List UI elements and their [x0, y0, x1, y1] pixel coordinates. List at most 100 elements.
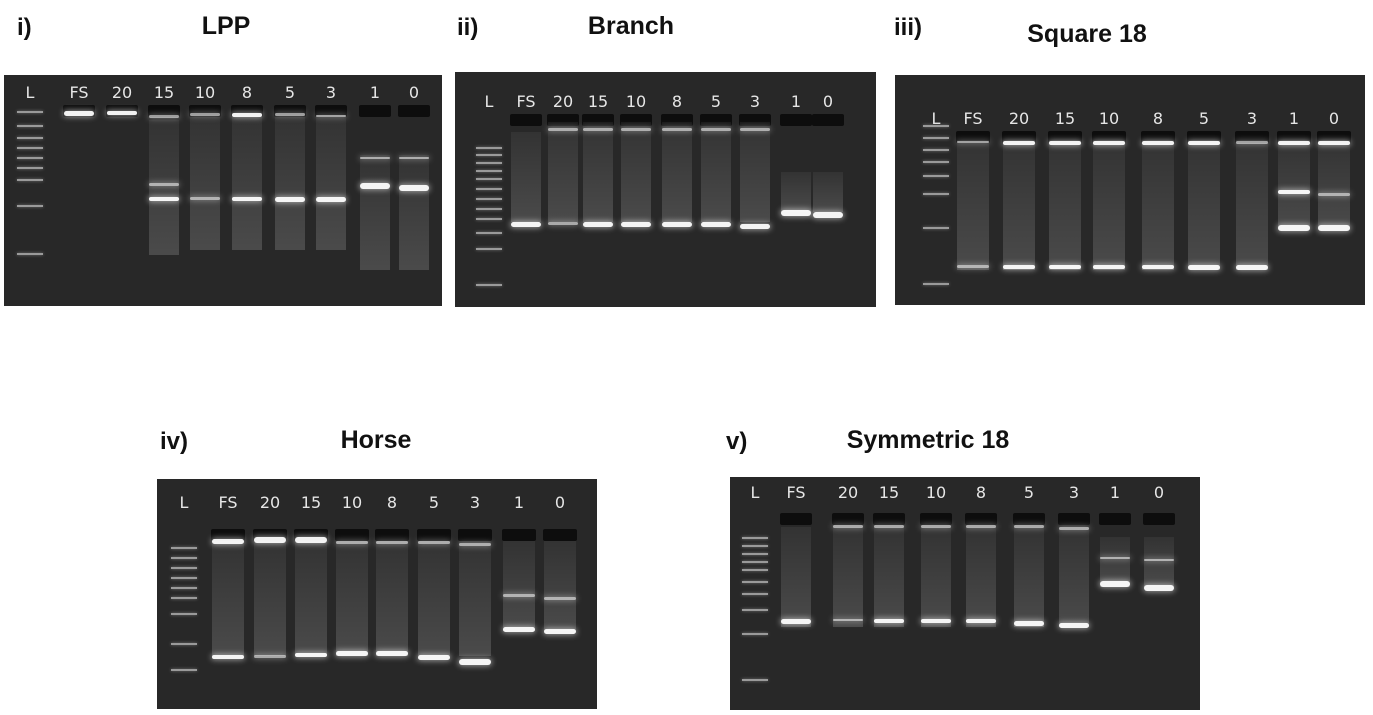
lane-label: 3: [749, 92, 761, 111]
gel-band: [548, 128, 578, 131]
lane-smear: [921, 527, 951, 627]
lane-smear: [1142, 140, 1174, 270]
panel-title-iv: Horse: [340, 426, 412, 454]
gel-band: [874, 525, 904, 528]
lane-smear: [360, 155, 390, 270]
lane-label: 5: [1198, 109, 1210, 128]
ladder-band: [923, 137, 949, 139]
gel-well: [335, 529, 369, 541]
gel-well: [1048, 131, 1082, 143]
gel-band: [662, 128, 692, 131]
lane-label: 20: [1008, 109, 1030, 128]
gel-band: [1278, 190, 1310, 194]
gel-band: [966, 525, 996, 528]
gel-band: [459, 659, 491, 665]
gel-band: [149, 183, 179, 186]
gel-band: [1278, 225, 1310, 231]
gel-well: [1277, 131, 1311, 143]
gel-band: [503, 594, 535, 597]
gel-band: [1100, 557, 1130, 559]
gel-band: [621, 222, 651, 227]
lane-label: 8: [241, 83, 253, 102]
gel-band: [418, 655, 450, 660]
gel-band: [701, 128, 731, 131]
lane-label: 15: [587, 92, 609, 111]
gel-well: [1235, 131, 1269, 143]
ladder-band: [742, 679, 768, 681]
gel-band: [376, 651, 408, 656]
gel-band: [1003, 141, 1035, 145]
gel-band: [813, 212, 843, 218]
gel-band: [781, 210, 811, 216]
ladder-band: [476, 178, 502, 180]
lane-label: 0: [554, 493, 566, 512]
lane-smear: [295, 541, 327, 656]
gel-band: [503, 627, 535, 632]
lane-smear: [621, 122, 651, 222]
gel-band: [781, 619, 811, 624]
lane-smear: [1014, 527, 1044, 627]
ladder-band: [171, 547, 197, 549]
panel-title-ii: Branch: [587, 12, 675, 40]
gel-band: [295, 653, 327, 657]
gel-band: [275, 197, 305, 202]
lane-label: FS: [963, 109, 983, 128]
gel-band: [1318, 141, 1350, 145]
gel-band: [360, 183, 390, 189]
gel-band: [921, 525, 951, 528]
gel-well: [832, 513, 864, 525]
lane-label: 5: [1023, 483, 1035, 502]
ladder-band: [171, 643, 197, 645]
ladder-band: [923, 227, 949, 229]
gel-band: [874, 619, 904, 623]
gel-band: [336, 541, 368, 544]
lane-label: FS: [786, 483, 806, 502]
gel-band: [583, 128, 613, 131]
lane-smear: [212, 541, 244, 656]
lane-smear: [957, 140, 989, 270]
gel-band: [1144, 559, 1174, 561]
lane-label: 15: [878, 483, 900, 502]
gel-well: [510, 114, 542, 126]
lane-smear: [874, 527, 904, 627]
gel-band: [1014, 525, 1044, 528]
ladder-band: [742, 537, 768, 539]
lane-label: 10: [341, 493, 363, 512]
lane-smear: [1236, 140, 1268, 270]
lane-smear: [336, 541, 368, 656]
ladder-band: [476, 218, 502, 220]
ladder-band: [476, 248, 502, 250]
gel-band: [459, 543, 491, 546]
lane-smear: [662, 122, 692, 222]
gel-image-branch: L FS 20 15 10 8 5 3 1 0: [455, 72, 876, 307]
lane-smear: [966, 527, 996, 627]
lane-smear: [1093, 140, 1125, 270]
gel-band: [316, 115, 346, 117]
gel-band: [316, 197, 346, 202]
gel-band: [295, 537, 327, 543]
lane-label: 3: [1246, 109, 1258, 128]
gel-well: [661, 114, 693, 126]
lane-smear: [376, 541, 408, 656]
lane-label: 15: [300, 493, 322, 512]
lane-label: L: [931, 109, 941, 128]
gel-well: [1187, 131, 1221, 143]
gel-band: [966, 619, 996, 623]
panel-label-iii: iii): [894, 14, 922, 41]
lane-label: 10: [925, 483, 947, 502]
gel-band: [1142, 141, 1174, 145]
lane-smear: [275, 115, 305, 250]
lane-smear: [1188, 140, 1220, 270]
ladder-band: [476, 198, 502, 200]
panel-title-iii: Square 18: [1027, 20, 1147, 48]
gel-well: [1092, 131, 1126, 143]
ladder-band: [17, 111, 43, 113]
lane-smear: [503, 541, 535, 631]
gel-well: [398, 105, 430, 117]
ladder-band: [923, 161, 949, 163]
gel-well: [543, 529, 577, 541]
gel-band: [149, 197, 179, 201]
gel-well: [211, 529, 245, 541]
lane-label: L: [750, 483, 760, 502]
ladder-band: [476, 162, 502, 164]
